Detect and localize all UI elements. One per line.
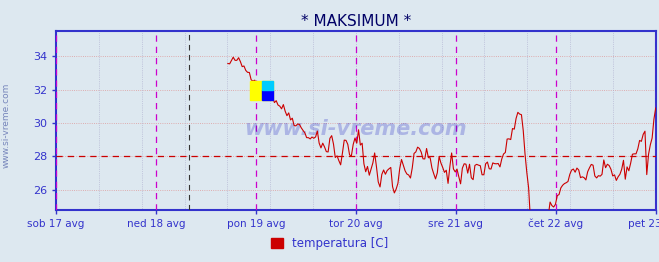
- Text: www.si-vreme.com: www.si-vreme.com: [2, 83, 11, 168]
- Text: www.si-vreme.com: www.si-vreme.com: [244, 119, 467, 139]
- Legend: temperatura [C]: temperatura [C]: [266, 232, 393, 255]
- Title: * MAKSIMUM *: * MAKSIMUM *: [301, 14, 411, 29]
